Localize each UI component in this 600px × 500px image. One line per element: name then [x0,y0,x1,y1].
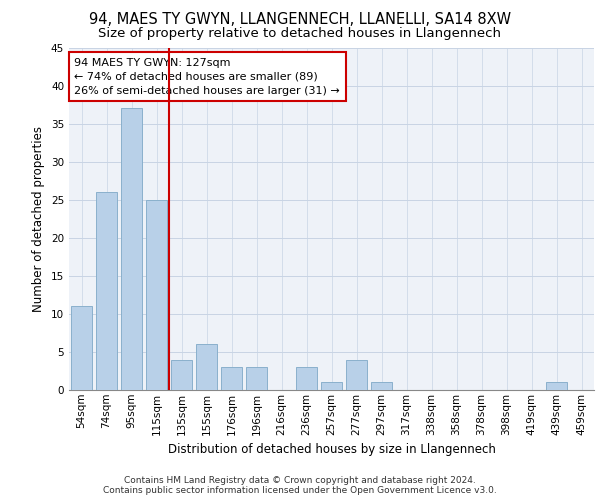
Bar [246,367,267,390]
Bar [96,192,117,390]
Bar [371,382,392,390]
Bar [221,367,242,390]
Bar [321,382,342,390]
Text: Size of property relative to detached houses in Llangennech: Size of property relative to detached ho… [98,28,502,40]
Bar [296,367,317,390]
Bar [121,108,142,390]
Text: 94, MAES TY GWYN, LLANGENNECH, LLANELLI, SA14 8XW: 94, MAES TY GWYN, LLANGENNECH, LLANELLI,… [89,12,511,28]
Bar [196,344,217,390]
Bar [146,200,167,390]
Bar [546,382,567,390]
Y-axis label: Number of detached properties: Number of detached properties [32,126,46,312]
Bar [71,306,92,390]
Bar [171,360,192,390]
Text: Contains HM Land Registry data © Crown copyright and database right 2024.: Contains HM Land Registry data © Crown c… [124,476,476,485]
Text: Contains public sector information licensed under the Open Government Licence v3: Contains public sector information licen… [103,486,497,495]
Bar [346,360,367,390]
Text: 94 MAES TY GWYN: 127sqm
← 74% of detached houses are smaller (89)
26% of semi-de: 94 MAES TY GWYN: 127sqm ← 74% of detache… [74,58,340,96]
X-axis label: Distribution of detached houses by size in Llangennech: Distribution of detached houses by size … [167,443,496,456]
